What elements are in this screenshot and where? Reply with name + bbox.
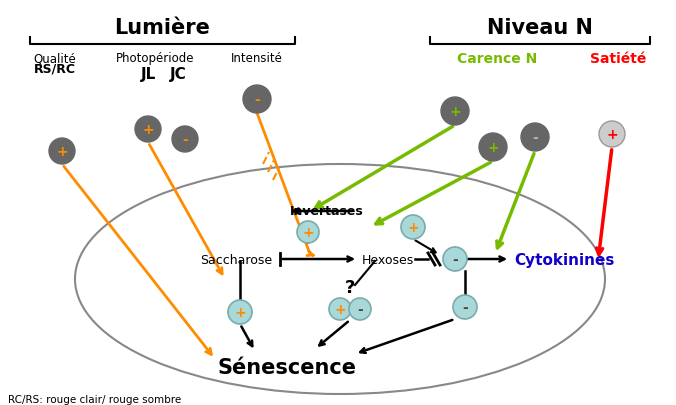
Text: Sénescence: Sénescence — [218, 357, 356, 377]
Text: +: + — [234, 305, 246, 319]
Circle shape — [49, 139, 75, 164]
Text: Intensité: Intensité — [231, 52, 283, 65]
Circle shape — [453, 295, 477, 319]
Circle shape — [228, 300, 252, 324]
Text: +: + — [449, 105, 461, 119]
Circle shape — [349, 298, 371, 320]
Text: Saccharose: Saccharose — [200, 253, 272, 266]
Text: Cytokinines: Cytokinines — [514, 252, 614, 267]
Text: Carence N: Carence N — [457, 52, 537, 66]
Text: Photopériode: Photopériode — [116, 52, 194, 65]
Text: -: - — [532, 131, 538, 145]
Circle shape — [599, 122, 625, 148]
Circle shape — [329, 298, 351, 320]
Text: +: + — [142, 123, 154, 136]
Text: +: + — [334, 302, 346, 316]
Text: -: - — [254, 93, 260, 107]
Text: +: + — [56, 145, 68, 159]
Text: ?: ? — [345, 278, 355, 296]
Text: Niveau N: Niveau N — [487, 18, 593, 38]
Circle shape — [297, 222, 319, 243]
Text: +: + — [487, 141, 499, 155]
Text: -: - — [182, 133, 188, 147]
Circle shape — [441, 98, 469, 126]
Text: RC/RS: rouge clair/ rouge sombre: RC/RS: rouge clair/ rouge sombre — [8, 394, 181, 404]
Text: -: - — [452, 252, 458, 266]
Circle shape — [479, 134, 507, 162]
Text: -: - — [357, 302, 363, 316]
Text: +: + — [407, 220, 419, 234]
Text: +: + — [302, 226, 314, 239]
Circle shape — [172, 127, 198, 153]
Circle shape — [135, 117, 161, 143]
Ellipse shape — [75, 164, 605, 394]
Text: -: - — [462, 300, 468, 314]
Circle shape — [521, 124, 549, 151]
Text: +: + — [606, 128, 618, 142]
Text: Hexoses: Hexoses — [362, 253, 414, 266]
Text: Satiété: Satiété — [590, 52, 646, 66]
Text: JL: JL — [141, 67, 155, 82]
Circle shape — [443, 247, 467, 271]
Circle shape — [243, 86, 271, 114]
Text: Invertases: Invertases — [290, 205, 364, 218]
Text: RS/RC: RS/RC — [34, 63, 76, 76]
Circle shape — [401, 215, 425, 239]
Text: Lumière: Lumière — [114, 18, 210, 38]
Text: JC: JC — [170, 67, 187, 82]
Text: Qualité: Qualité — [34, 52, 76, 65]
